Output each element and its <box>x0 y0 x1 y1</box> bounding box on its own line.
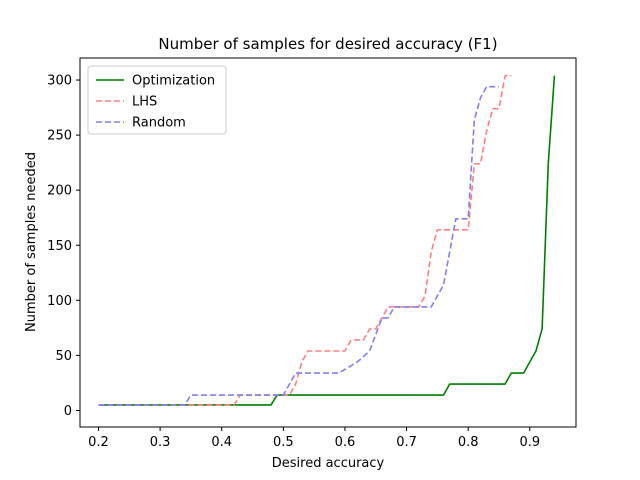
series-line-random <box>98 85 499 406</box>
legend-label-random: Random <box>132 116 186 131</box>
x-tick-label: 0.7 <box>396 435 417 450</box>
y-tick-label: 150 <box>47 239 72 254</box>
x-tick-label: 0.3 <box>150 435 171 450</box>
x-tick-label: 0.5 <box>273 435 294 450</box>
x-tick-label: 0.8 <box>458 435 479 450</box>
x-tick-label: 0.2 <box>88 435 109 450</box>
y-tick-label: 100 <box>47 294 72 309</box>
plot-area <box>98 74 556 406</box>
y-axis-title: Number of samples needed <box>24 152 39 332</box>
x-tick-label: 0.9 <box>519 435 540 450</box>
legend-label-lhs: LHS <box>132 95 157 110</box>
y-tick-label: 0 <box>64 404 72 419</box>
y-tick-label: 300 <box>47 74 72 89</box>
y-tick-label: 250 <box>47 129 72 144</box>
x-tick-label: 0.4 <box>211 435 232 450</box>
y-tick-label: 50 <box>55 349 72 364</box>
legend: Optimization LHS Random <box>87 65 227 135</box>
axes-frame <box>79 57 577 428</box>
legend-label-optimization: Optimization <box>132 74 215 89</box>
legend-box <box>87 65 227 135</box>
x-axis-title: Desired accuracy <box>272 456 385 471</box>
series-line-lhs <box>98 74 512 406</box>
x-tick-label: 0.6 <box>335 435 356 450</box>
axes: 0.2 0.3 0.4 0.5 0.6 0.7 0.8 0.9 0 50 100 150 200 250 3… <box>47 57 577 450</box>
y-tick-label: 200 <box>47 184 72 199</box>
chart-title: Number of samples for desired accuracy (… <box>158 35 497 53</box>
